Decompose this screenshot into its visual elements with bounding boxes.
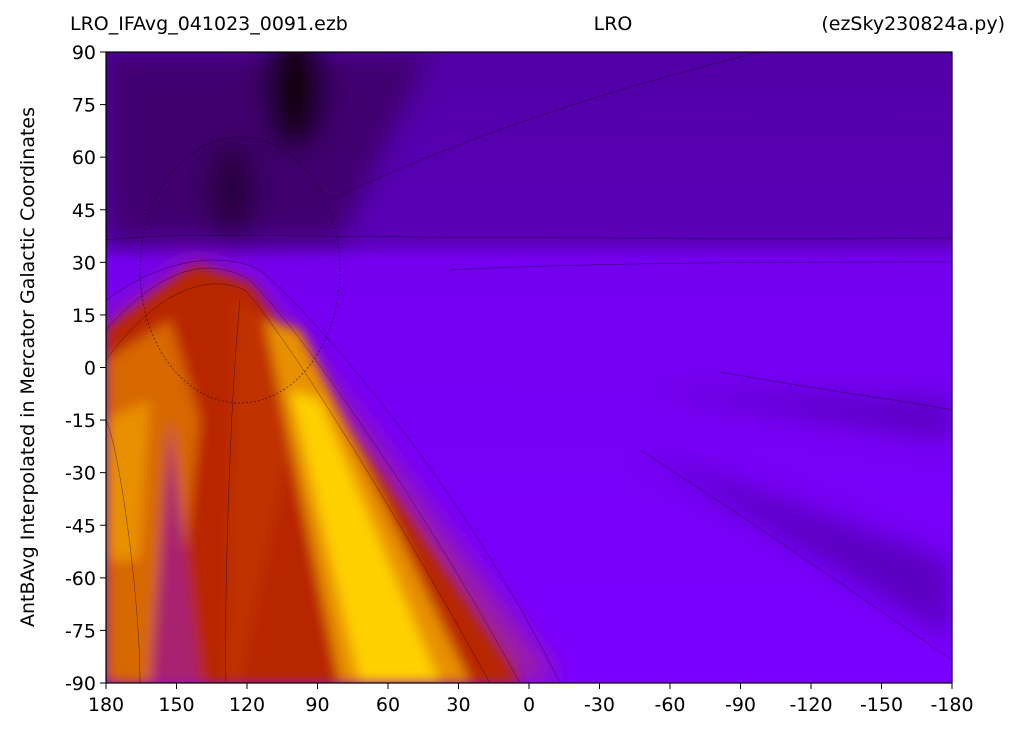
- title-right: (ezSky230824a.py): [821, 13, 1005, 35]
- y-axis-label: AntBAvg Interpolated in Mercator Galacti…: [17, 107, 39, 627]
- title-center: LRO: [594, 13, 633, 35]
- x-tick-label: -90: [725, 694, 756, 716]
- y-tick-label: -45: [65, 515, 96, 537]
- x-tick-label: 180: [88, 694, 124, 716]
- y-tick-label: -75: [65, 620, 96, 642]
- x-tick-label: -120: [789, 694, 832, 716]
- x-tick-label: 120: [229, 694, 265, 716]
- x-tick-label: -150: [860, 694, 903, 716]
- y-tick-label: 75: [72, 95, 96, 117]
- y-tick-label: -30: [65, 463, 96, 485]
- y-tick-label: 60: [72, 147, 96, 169]
- y-tick-label: -60: [65, 568, 96, 590]
- y-tick-label: 30: [72, 252, 96, 274]
- y-tick-label: 15: [72, 305, 96, 327]
- x-tick-label: 90: [305, 694, 329, 716]
- x-tick-label: -30: [584, 694, 615, 716]
- x-tick-label: 0: [523, 694, 535, 716]
- x-tick-label: -60: [654, 694, 685, 716]
- title-left: LRO_IFAvg_041023_0091.ezb: [70, 13, 348, 35]
- y-tick-label: 45: [72, 200, 96, 222]
- x-tick-label: 60: [376, 694, 400, 716]
- x-tick-label: 150: [158, 694, 194, 716]
- x-tick-label: 30: [446, 694, 470, 716]
- x-tick-label: -180: [930, 694, 973, 716]
- y-tick-label: -15: [65, 410, 96, 432]
- heatmap-field: [106, 52, 952, 683]
- y-tick-label: 90: [72, 42, 96, 64]
- y-tick-label: -90: [65, 673, 96, 695]
- y-tick-label: 0: [84, 358, 96, 380]
